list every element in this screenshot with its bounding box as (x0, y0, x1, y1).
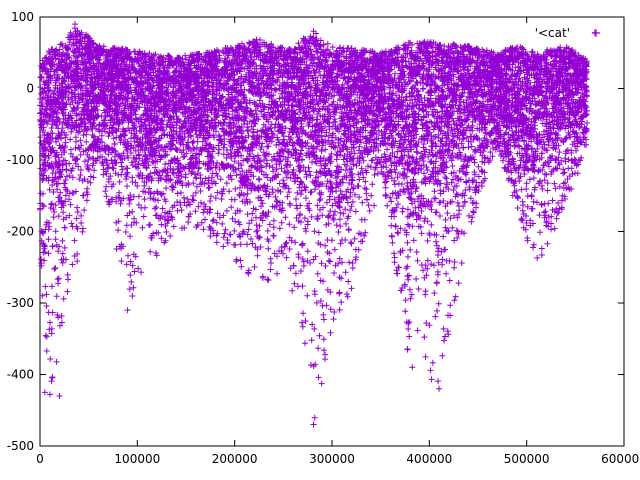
x-tick-label: 600000 (601, 452, 640, 466)
data-point (431, 188, 438, 195)
data-point (265, 143, 272, 150)
x-tick-label: 400000 (406, 452, 452, 466)
data-point (348, 165, 355, 172)
data-points (37, 21, 598, 428)
data-point (468, 143, 475, 150)
data-point (105, 133, 112, 140)
data-point (351, 107, 358, 114)
data-point (353, 162, 360, 169)
y-tick-label: -100 (7, 153, 34, 167)
x-tick-label: 500000 (504, 452, 550, 466)
y-tick-label: -400 (7, 368, 34, 382)
x-tick-label: 200000 (212, 452, 258, 466)
data-point (404, 182, 411, 189)
data-point (182, 52, 189, 59)
y-tick-label: -300 (7, 296, 34, 310)
data-point (331, 116, 338, 123)
data-point (448, 170, 455, 177)
data-point (356, 143, 363, 150)
data-point (245, 126, 252, 133)
data-point (583, 120, 590, 127)
x-tick-label: 0 (36, 452, 44, 466)
data-point (264, 143, 271, 150)
y-tick-label: -200 (7, 225, 34, 239)
x-axis-ticks: 0 100000 200000 300000 400000 500000 600000 (36, 17, 640, 466)
y-tick-label: -500 (7, 439, 34, 453)
data-point (246, 39, 253, 46)
data-point (77, 137, 84, 144)
x-tick-label: 300000 (309, 452, 355, 466)
data-point (284, 161, 291, 168)
x-tick-label: 100000 (114, 452, 160, 466)
data-point (307, 172, 314, 179)
y-tick-label: 100 (11, 10, 34, 24)
data-point (311, 186, 318, 193)
data-point (111, 140, 118, 147)
data-point (414, 149, 421, 156)
data-point (220, 151, 227, 158)
data-point (291, 140, 298, 147)
data-point (308, 188, 315, 195)
data-point (413, 78, 420, 85)
data-point (273, 86, 280, 93)
y-tick-label: 0 (26, 82, 34, 96)
data-point (72, 145, 79, 152)
data-point (295, 40, 302, 47)
data-point (322, 133, 329, 140)
data-point (443, 175, 450, 182)
data-point (465, 144, 472, 151)
data-point (442, 174, 449, 181)
data-point (83, 138, 90, 145)
data-point (180, 154, 187, 161)
data-point (298, 147, 305, 154)
data-point (324, 40, 331, 47)
data-point (255, 175, 262, 182)
data-point (511, 143, 518, 150)
y-axis-ticks: -500 -400 -300 -200 -100 0 100 (7, 10, 624, 453)
data-point (264, 174, 271, 181)
data-point (239, 167, 246, 174)
data-point (54, 186, 61, 193)
